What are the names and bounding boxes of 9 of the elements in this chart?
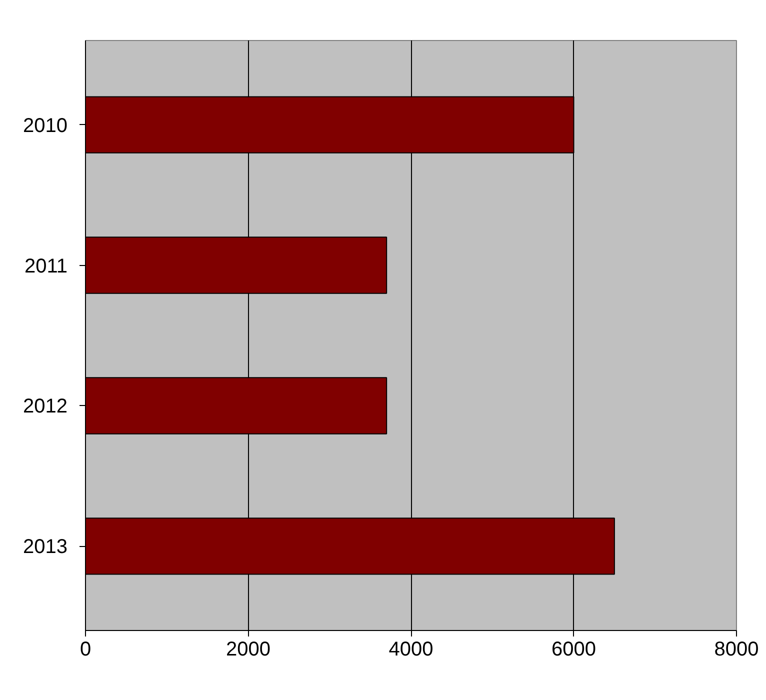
x-tick-label: 2000 bbox=[226, 638, 271, 660]
y-tick-label: 2011 bbox=[24, 255, 68, 278]
y-tick-label: 2013 bbox=[23, 536, 68, 558]
x-tick-label: 8000 bbox=[714, 638, 759, 660]
y-tick-label: 2012 bbox=[23, 396, 68, 418]
x-tick-label: 4000 bbox=[388, 638, 434, 660]
x-tick-label: 0 bbox=[80, 638, 92, 660]
y-tick-label: 2010 bbox=[23, 114, 68, 137]
x-tick-label: 6000 bbox=[552, 638, 596, 660]
